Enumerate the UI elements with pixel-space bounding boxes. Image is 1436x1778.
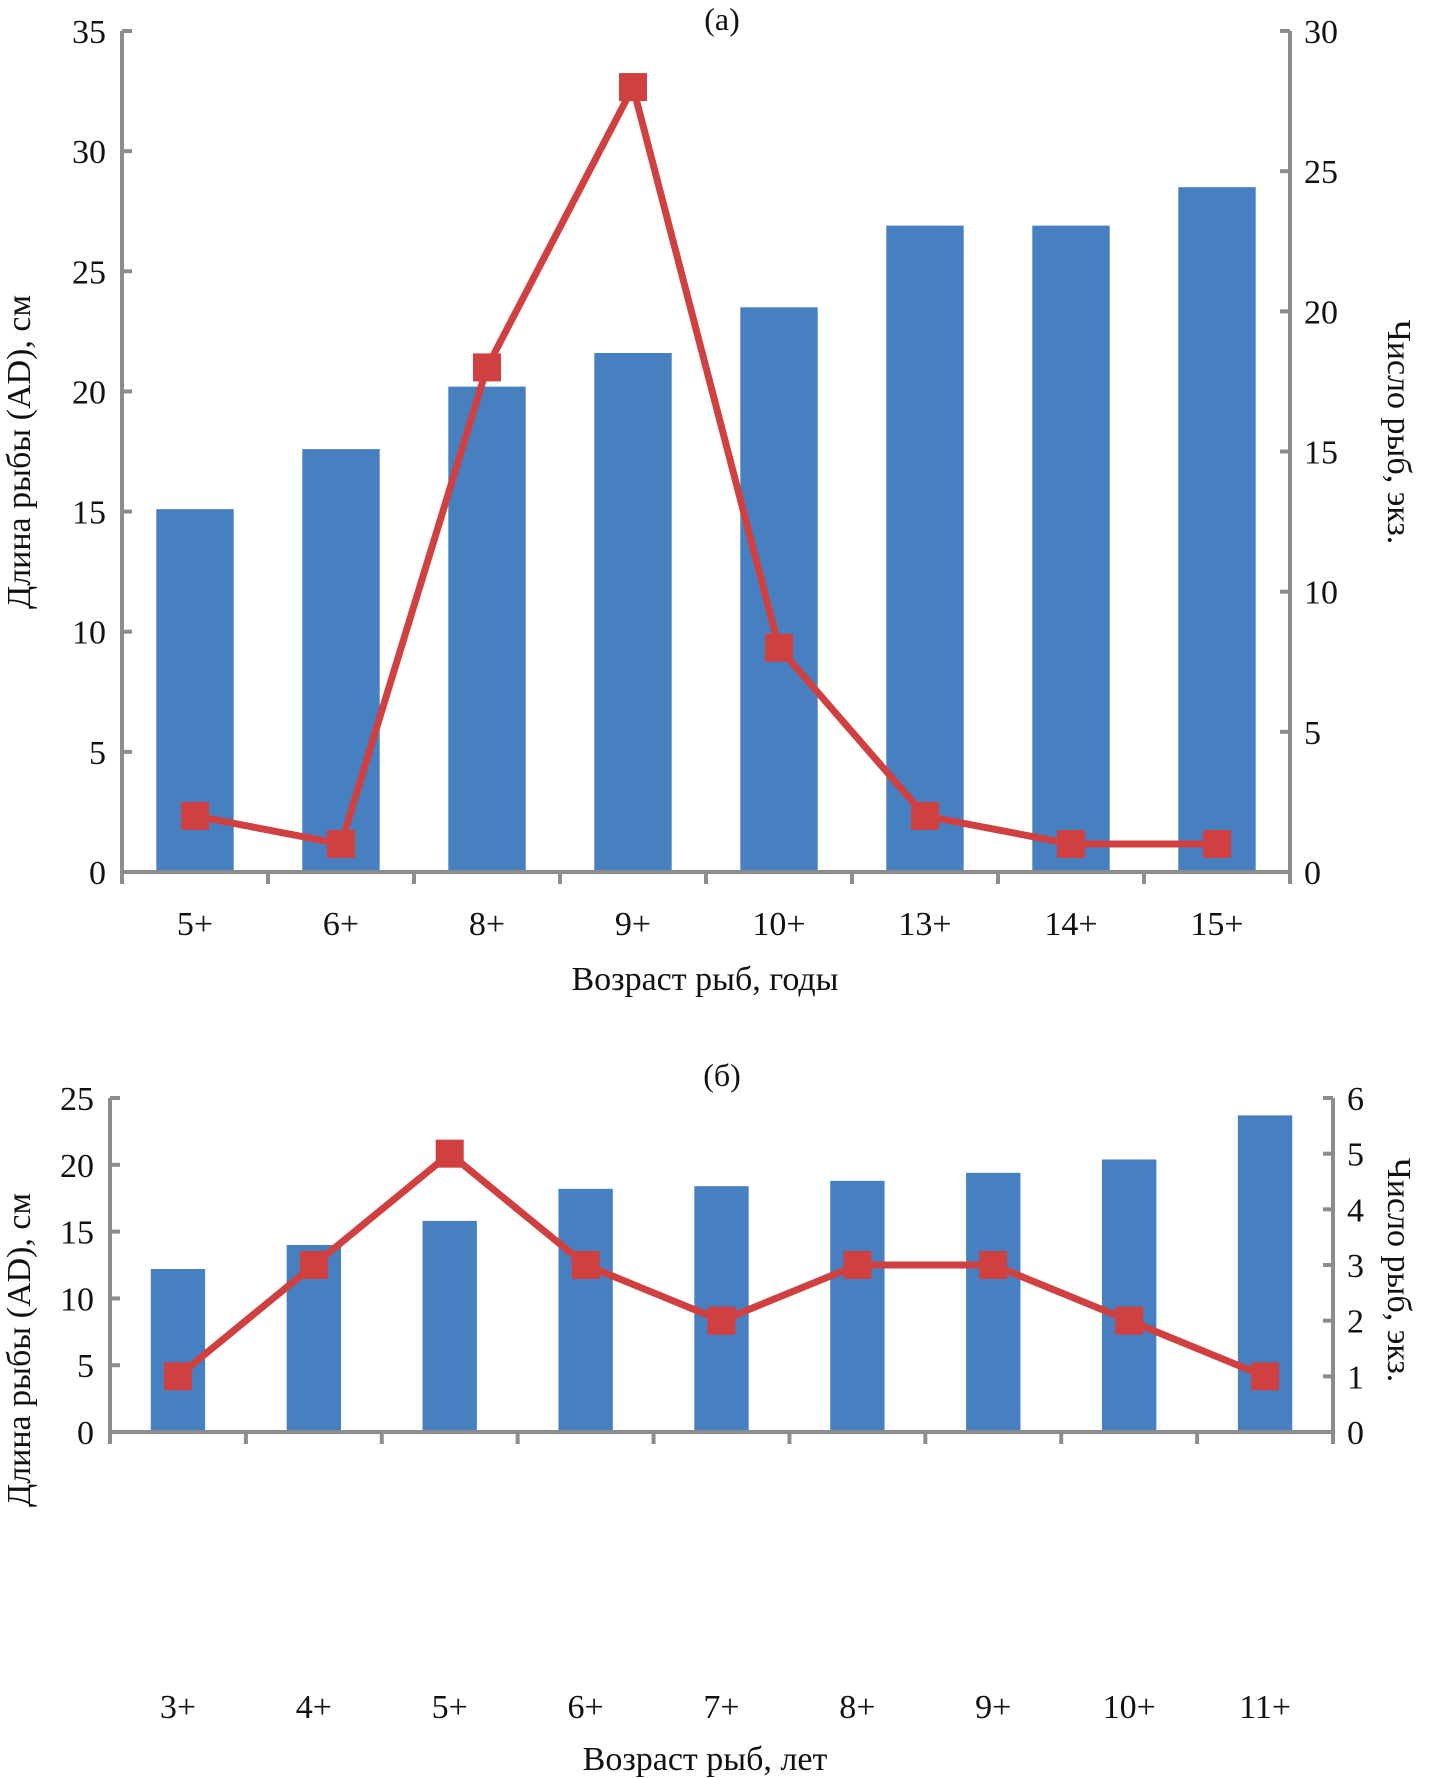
right-tick-label: 0 xyxy=(1304,855,1321,892)
x-tick-label: 6+ xyxy=(568,1689,604,1726)
count-line xyxy=(194,77,1217,848)
x-tick-label: 13+ xyxy=(898,906,951,943)
left-tick-label: 15 xyxy=(72,495,106,532)
bar-10+ xyxy=(740,307,818,872)
chart-panel-a: (а) Возраст рыб, годы Длина рыбы (AD), с… xyxy=(1,1,1417,998)
bar-8+ xyxy=(830,1180,885,1432)
axes: 0 5 10 15 20 25 30 35 0 5 10 15 20 25 30 5+ 6+ 8+ 9+ 10+ 13+… xyxy=(72,14,1338,943)
marker-4+ xyxy=(299,1251,328,1279)
right-tick-label: 10 xyxy=(1304,575,1338,612)
x-tick-label: 8+ xyxy=(469,906,505,943)
marker-5+ xyxy=(181,801,209,830)
right-tick-label: 4 xyxy=(1347,1192,1364,1229)
bar-3+ xyxy=(150,1269,206,1432)
x-tick-label: 15+ xyxy=(1190,906,1243,943)
x-tick-label: 10+ xyxy=(1103,1689,1156,1726)
right-tick-label: 15 xyxy=(1304,435,1338,472)
bar-6+ xyxy=(558,1188,613,1432)
bar-14+ xyxy=(1032,225,1110,873)
right-tick-label: 5 xyxy=(1347,1137,1364,1174)
panel-a-x-axis-title: Возраст рыб, годы xyxy=(571,961,838,998)
left-tick-label: 5 xyxy=(77,1348,94,1385)
x-tick-label: 3+ xyxy=(160,1689,196,1726)
marker-8+ xyxy=(473,353,501,382)
x-tick-label: 9+ xyxy=(975,1689,1011,1726)
left-tick-label: 30 xyxy=(72,134,106,171)
marker-10+ xyxy=(1115,1306,1144,1335)
panel-b-title: (б) xyxy=(703,1057,741,1093)
line-series xyxy=(181,73,1231,858)
bar-9+ xyxy=(594,352,672,872)
bar-8+ xyxy=(448,386,526,872)
bar-9+ xyxy=(966,1172,1021,1432)
marker-7+ xyxy=(707,1306,736,1335)
bar-6+ xyxy=(302,449,380,872)
left-tick-label: 15 xyxy=(60,1215,94,1252)
bar-15+ xyxy=(1178,187,1256,872)
right-tick-label: 25 xyxy=(1304,154,1338,191)
panel-b-y2-axis-title: Число рыб, экз. xyxy=(1380,1158,1417,1383)
right-tick-label: 2 xyxy=(1347,1304,1364,1341)
x-tick-label: 7+ xyxy=(703,1689,739,1726)
left-tick-label: 10 xyxy=(60,1281,94,1318)
bar-series xyxy=(156,187,1256,873)
left-tick-label: 0 xyxy=(77,1415,94,1452)
panel-a-y-axis-title: Длина рыбы (AD), см xyxy=(1,295,38,609)
line-series xyxy=(163,1139,1280,1391)
left-tick-label: 5 xyxy=(89,735,106,772)
marker-6+ xyxy=(327,829,355,858)
x-tick-label: 10+ xyxy=(752,906,805,943)
marker-13+ xyxy=(911,801,939,830)
x-tick-label: 8+ xyxy=(839,1689,875,1726)
right-tick-label: 30 xyxy=(1304,14,1338,51)
left-tick-label: 20 xyxy=(60,1148,94,1185)
x-tick-label: 4+ xyxy=(296,1689,332,1726)
marker-15+ xyxy=(1203,829,1231,858)
marker-6+ xyxy=(571,1251,600,1279)
right-tick-label: 3 xyxy=(1347,1248,1364,1285)
x-tick-label: 6+ xyxy=(323,906,359,943)
marker-14+ xyxy=(1057,829,1085,858)
chart-panel-b: (б) Возраст рыб, лет Длина рыбы (AD), см… xyxy=(1,1057,1417,1778)
marker-8+ xyxy=(843,1251,872,1279)
x-tick-label: 5+ xyxy=(432,1689,468,1726)
bar-13+ xyxy=(886,225,964,873)
right-tick-label: 0 xyxy=(1347,1415,1364,1452)
right-tick-label: 1 xyxy=(1347,1359,1364,1396)
marker-10+ xyxy=(765,633,793,662)
left-tick-label: 25 xyxy=(60,1081,94,1118)
x-tick-label: 11+ xyxy=(1239,1689,1291,1726)
marker-9+ xyxy=(619,73,647,102)
marker-5+ xyxy=(435,1139,464,1168)
x-tick-label: 5+ xyxy=(177,906,213,943)
marker-11+ xyxy=(1251,1362,1280,1391)
left-tick-label: 20 xyxy=(72,374,106,411)
left-tick-label: 0 xyxy=(89,855,106,892)
marker-9+ xyxy=(979,1251,1008,1279)
axes: 0 5 10 15 20 25 0 1 2 3 4 5 6 3+ 4+ 5+ 6+ 7+ 8+ 9+ 10+ 11+ xyxy=(60,1081,1364,1726)
right-tick-label: 20 xyxy=(1304,294,1338,331)
bar-10+ xyxy=(1101,1159,1157,1432)
x-tick-label: 9+ xyxy=(615,906,651,943)
right-tick-label: 6 xyxy=(1347,1081,1364,1118)
panel-a-title: (а) xyxy=(704,1,740,37)
x-tick-label: 14+ xyxy=(1044,906,1097,943)
marker-3+ xyxy=(163,1362,192,1391)
right-tick-label: 5 xyxy=(1304,715,1321,752)
panel-b-x-axis-title: Возраст рыб, лет xyxy=(583,1741,828,1778)
panel-a-y2-axis-title: Число рыб, экз. xyxy=(1380,320,1417,545)
left-tick-label: 25 xyxy=(72,254,106,291)
panel-b-y-axis-title: Длина рыбы (AD), см xyxy=(1,1193,38,1507)
bar-5+ xyxy=(422,1220,477,1432)
left-tick-label: 10 xyxy=(72,615,106,652)
left-tick-label: 35 xyxy=(72,14,106,51)
